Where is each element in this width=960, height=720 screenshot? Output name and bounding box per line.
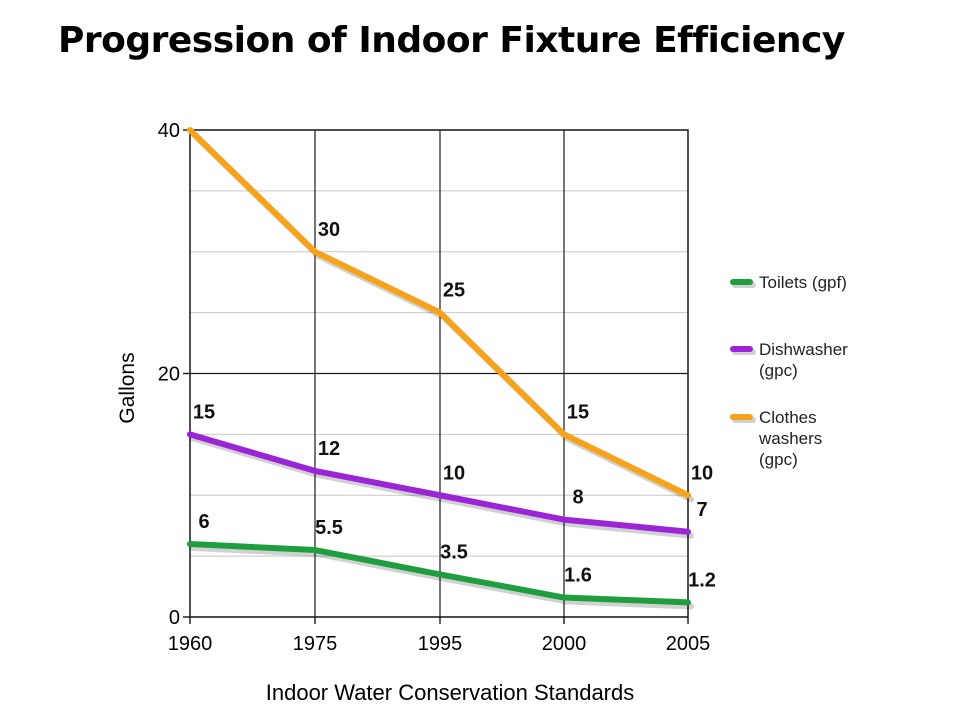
series-line-1	[187, 431, 691, 535]
data-label: 7	[696, 499, 707, 521]
series-line-shadow	[190, 435, 694, 539]
legend-entry-label: (gpc)	[759, 450, 798, 469]
chart-legend: Toilets (gpf) Dishwasher (gpc) Clothes washe…	[730, 273, 848, 469]
data-label: 1.2	[688, 569, 716, 591]
data-label: 10	[443, 462, 465, 484]
x-tick-label: 2005	[666, 633, 711, 655]
chart-lines	[187, 127, 694, 610]
series-line-0	[187, 540, 691, 606]
page-title: Progression of Indoor Fixture Efficiency	[58, 20, 845, 61]
data-label: 12	[318, 438, 340, 460]
data-label: 1.6	[564, 565, 592, 587]
x-tick-label: 1960	[168, 633, 213, 655]
data-label: 10	[691, 462, 713, 484]
data-label: 15	[567, 401, 589, 423]
series-line-2	[187, 127, 691, 499]
series-line-shadow	[190, 544, 694, 610]
chart-caption: Indoor Water Conservation Standards	[265, 680, 635, 705]
legend-entry-label: (gpc)	[759, 361, 798, 380]
y-axis-label: Gallons	[116, 352, 139, 423]
y-tick-label: 0	[169, 607, 180, 629]
data-label: 30	[318, 219, 340, 241]
data-label: 5.5	[315, 517, 343, 539]
legend-entry-label: washers	[758, 429, 822, 448]
x-tick-label: 1975	[293, 633, 338, 655]
y-tick-label: 40	[158, 120, 180, 142]
y-tick-label: 20	[158, 364, 180, 386]
chart-axes: 0 20 40 1960 1975 1995 2000 2005 Gallons	[116, 120, 710, 655]
chart-data-labels: 6 5.5 3.5 1.6 1.2 15 12 10 8 7 30 25 15 10	[193, 219, 716, 592]
x-tick-label: 1995	[418, 633, 463, 655]
legend-entry-label: Clothes	[759, 408, 817, 427]
x-tick-label: 2000	[542, 633, 587, 655]
legend-entry-label: Dishwasher	[759, 340, 848, 359]
data-label: 8	[572, 487, 583, 509]
data-label: 3.5	[440, 541, 468, 563]
legend-entry-label: Toilets (gpf)	[759, 273, 847, 292]
data-label: 25	[443, 280, 465, 302]
data-label: 6	[198, 511, 209, 533]
data-label: 15	[193, 401, 215, 423]
